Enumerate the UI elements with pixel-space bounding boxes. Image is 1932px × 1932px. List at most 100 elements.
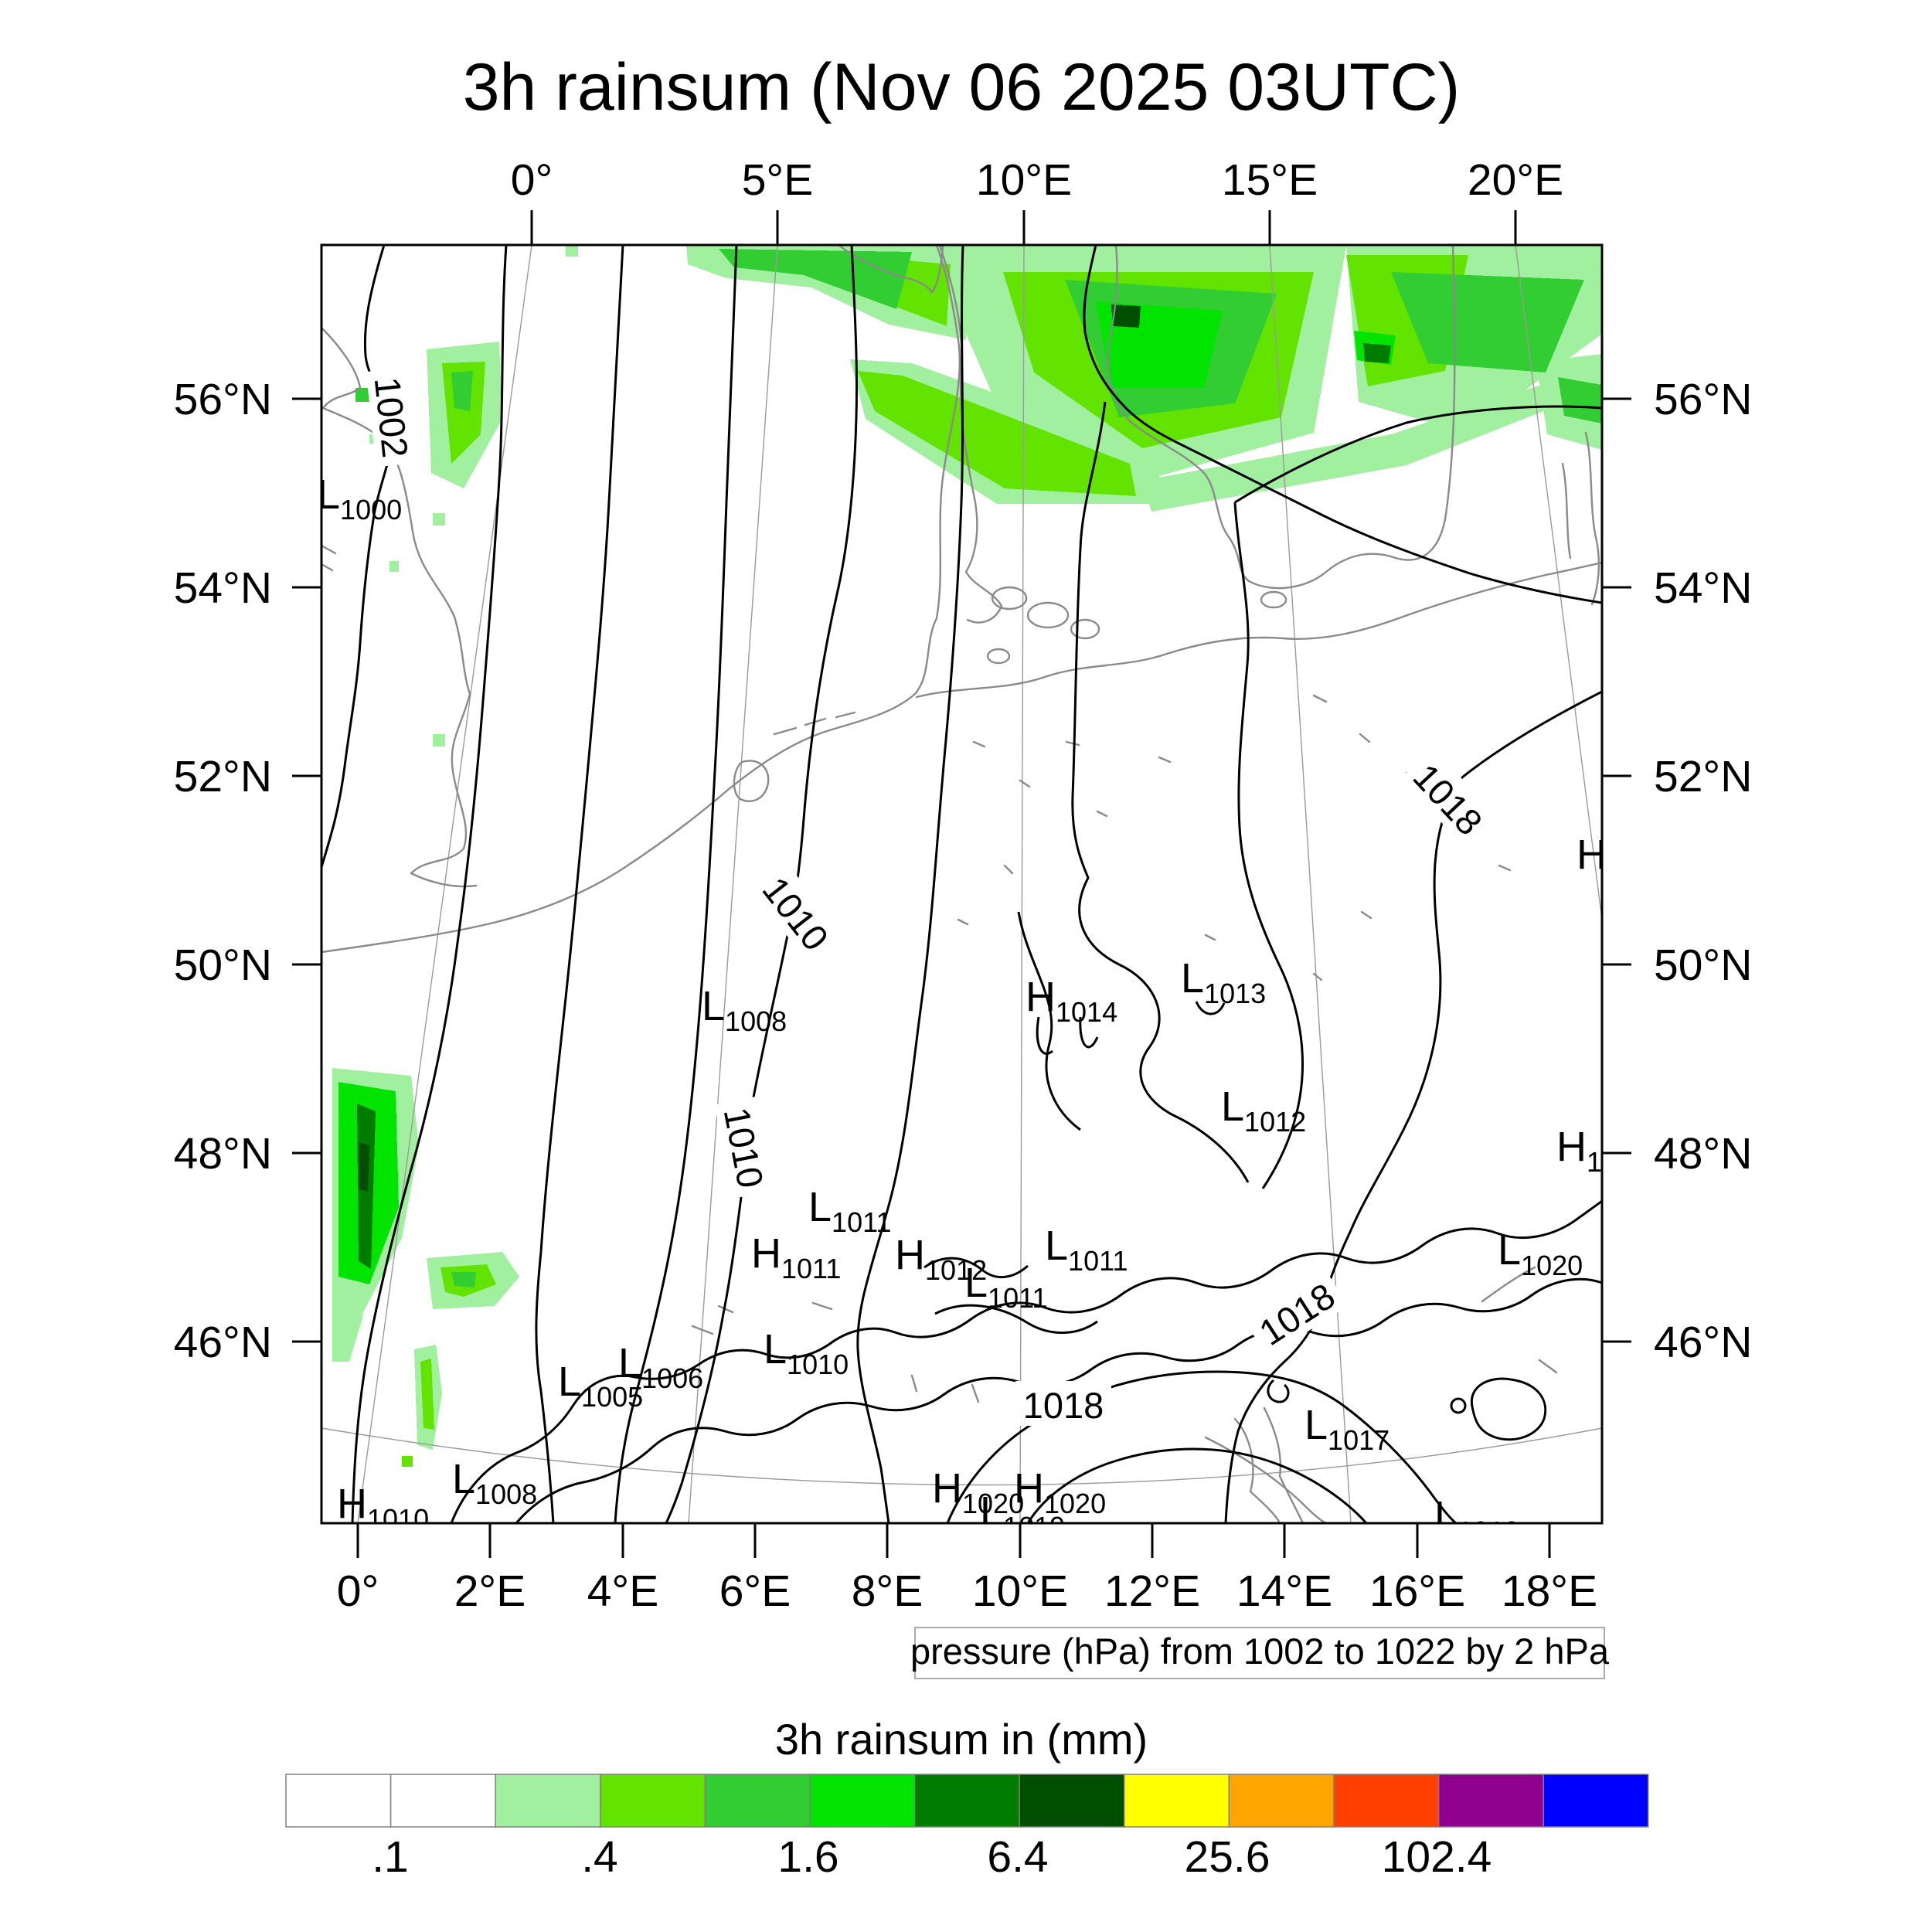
- colorbar-cell-0: [285, 1774, 392, 1828]
- low-marker-1000: L1000: [317, 471, 402, 526]
- colorbar-title: 3h rainsum in (mm): [775, 1715, 1148, 1764]
- colorbar-cell-8: [1124, 1774, 1230, 1828]
- coast-norway: [837, 245, 944, 294]
- low-marker-1011: L1011: [808, 1184, 891, 1238]
- left-axis-label: 50°N: [174, 940, 272, 990]
- low-marker-1019: L1019: [980, 1488, 1065, 1543]
- colorbar-cell-4: [704, 1774, 811, 1828]
- contour-wiggle-a: [923, 1257, 1098, 1335]
- top-axis-label: 15°E: [1222, 155, 1318, 205]
- contour-wiggle-b: [1071, 401, 1250, 1183]
- pressure-caption-box: [914, 1627, 1605, 1679]
- high-marker-edge: H: [1577, 832, 1607, 878]
- contour-1004: [351, 245, 508, 1523]
- low-marker-1011: L1011: [964, 1260, 1047, 1314]
- contour-label-text: 1010: [716, 1104, 772, 1192]
- contour-label-pad: [714, 1096, 777, 1199]
- bottom-axis-label: 0°: [337, 1566, 379, 1616]
- alpine-lakes: [691, 1301, 980, 1403]
- colorbar-tick-label: 1.6: [777, 1832, 838, 1882]
- bottom-axis-label: 14°E: [1236, 1566, 1332, 1616]
- left-axis-label: 48°N: [174, 1129, 272, 1179]
- contour-1002: [321, 245, 395, 868]
- coastlines: [321, 245, 1602, 1523]
- pressure-markers: L1000L1008H1014L1013L1012L1011L1011L1011…: [317, 471, 1617, 1547]
- contour-ring-se: [1470, 1377, 1547, 1441]
- figure-title: 3h rainsum (Nov 06 2025 03UTC): [463, 50, 1461, 124]
- bottom-axis-label: 12°E: [1104, 1566, 1200, 1616]
- right-axis-label: 52°N: [1654, 752, 1752, 801]
- colorbar-tick-label: 102.4: [1382, 1832, 1492, 1882]
- low-marker-1011: L1011: [1045, 1223, 1128, 1277]
- low-marker-1005: L1005: [558, 1359, 643, 1413]
- bottom-axis-label: 8°E: [852, 1566, 923, 1616]
- pressure-caption: pressure (hPa) from 1002 to 1022 by 2 hP…: [910, 1631, 1610, 1672]
- bottom-axis-label: 10°E: [972, 1566, 1068, 1616]
- left-axis-label: 46°N: [174, 1318, 272, 1367]
- contour-1006: [535, 245, 624, 1523]
- high-marker-1010: H1010: [337, 1481, 429, 1535]
- colorbar-tick-label: 25.6: [1185, 1832, 1270, 1882]
- contour-1018-inner: [1026, 1447, 1368, 1523]
- coast-baltic-south: [915, 561, 1602, 699]
- colorbar-cell-10: [1333, 1774, 1440, 1828]
- contour-label-pad: [1015, 1381, 1111, 1426]
- left-axis-label: 52°N: [174, 752, 272, 801]
- coast-england: [321, 326, 478, 888]
- high-marker-1012: H1012: [895, 1232, 987, 1286]
- bottom-axis-label: 6°E: [719, 1566, 791, 1616]
- contour-label-1018: 1018: [1015, 1381, 1111, 1426]
- colorbar-tick-label: 6.4: [987, 1832, 1048, 1882]
- coast-danish-islands: [986, 586, 1287, 665]
- contour-1018-po: [946, 1370, 1457, 1523]
- pressure-contours: [321, 245, 1602, 1523]
- bottom-axis-label: 2°E: [454, 1566, 526, 1616]
- low-marker-1018: L1018: [1434, 1493, 1519, 1547]
- colorbar-cell-2: [495, 1774, 601, 1828]
- contour-1008: [614, 245, 738, 1523]
- high-marker-10: H10: [1556, 1124, 1617, 1178]
- left-axis-label: 54°N: [174, 563, 272, 613]
- contour-label-pad: [750, 861, 845, 964]
- top-axis-label: 5°E: [742, 155, 814, 205]
- high-marker-1020: H1020: [932, 1465, 1024, 1519]
- low-marker-1008: L1008: [452, 1456, 537, 1510]
- coast-adriatic: [1204, 1266, 1558, 1523]
- contour-hooks: [1036, 1001, 1290, 1403]
- right-axis-label: 50°N: [1654, 940, 1752, 990]
- top-axis-label: 20°E: [1468, 155, 1563, 205]
- low-marker-1017: L1017: [1304, 1402, 1389, 1456]
- colorbar-cell-6: [913, 1774, 1020, 1828]
- colorbar-tick-label: .4: [581, 1832, 618, 1882]
- colorbar-tick-label: .1: [372, 1832, 409, 1882]
- right-axis-label: 54°N: [1654, 563, 1752, 613]
- low-marker-1006: L1006: [618, 1340, 703, 1394]
- colorbar-cell-1: [389, 1774, 496, 1828]
- coast-ijsselmeer: [733, 711, 856, 802]
- contour-1014: [1083, 245, 1602, 604]
- map-content: 1002 1010 1010 1018 1018 1018 L1000 L1008 H1014…: [317, 245, 1617, 1547]
- lakes-and-specks: [321, 544, 1512, 981]
- contour-1012: [856, 245, 964, 1523]
- contour-label-pad: [1243, 1267, 1349, 1358]
- contour-label-1010: 1010: [750, 861, 845, 964]
- colorbar-cell-9: [1228, 1774, 1335, 1828]
- contour-wiggle-c: [1017, 911, 1081, 1131]
- colorbar-cell-3: [600, 1774, 706, 1828]
- map-frame: [320, 243, 1604, 1525]
- colorbar-cell-11: [1437, 1774, 1544, 1828]
- bottom-axis-label: 18°E: [1502, 1566, 1597, 1616]
- contour-label-pad: [1400, 747, 1498, 849]
- colorbar-cell-12: [1543, 1774, 1649, 1828]
- high-marker-1020: H1020: [1014, 1465, 1106, 1519]
- high-marker-1014: H1014: [1026, 974, 1117, 1028]
- bottom-axis-label: 4°E: [587, 1566, 659, 1616]
- top-axis-label: 10°E: [976, 155, 1072, 205]
- high-marker-1011: H1011: [751, 1230, 841, 1284]
- low-marker-1010: L1010: [764, 1326, 849, 1380]
- top-axis-label: 0°: [511, 155, 553, 205]
- right-axis-label: 46°N: [1654, 1318, 1752, 1367]
- left-axis-label: 56°N: [174, 375, 272, 424]
- low-marker-1020: L1020: [1498, 1227, 1583, 1281]
